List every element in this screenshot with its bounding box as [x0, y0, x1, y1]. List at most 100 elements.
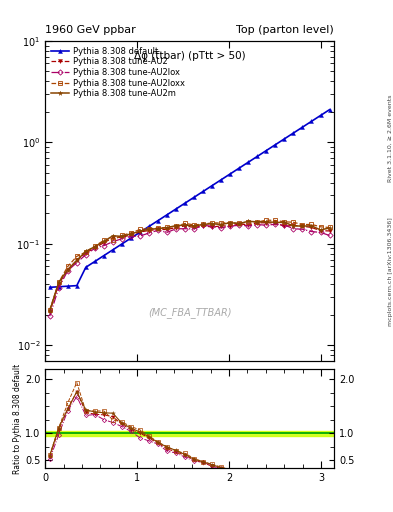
Pythia 8.308 tune-AU2	[174, 224, 178, 230]
Pythia 8.308 tune-AU2lox	[129, 233, 133, 240]
Pythia 8.308 tune-AU2	[110, 235, 115, 241]
Pythia 8.308 default	[165, 211, 169, 218]
Pythia 8.308 tune-AU2loxx	[300, 222, 305, 228]
Pythia 8.308 default	[282, 136, 287, 142]
Pythia 8.308 tune-AU2m	[255, 219, 260, 225]
Line: Pythia 8.308 tune-AU2m: Pythia 8.308 tune-AU2m	[47, 219, 332, 313]
Pythia 8.308 tune-AU2	[273, 220, 278, 226]
Pythia 8.308 tune-AU2m	[138, 228, 142, 234]
Pythia 8.308 tune-AU2	[156, 226, 160, 232]
Pythia 8.308 tune-AU2	[101, 240, 106, 246]
Pythia 8.308 tune-AU2	[192, 224, 196, 230]
Pythia 8.308 default	[300, 124, 305, 130]
Pythia 8.308 tune-AU2loxx	[219, 220, 224, 226]
Pythia 8.308 tune-AU2loxx	[65, 263, 70, 269]
Bar	[45, 431, 334, 436]
Pythia 8.308 tune-AU2lox	[74, 260, 79, 266]
Pythia 8.308 tune-AU2lox	[201, 222, 206, 228]
Pythia 8.308 tune-AU2m	[65, 267, 70, 273]
Pythia 8.308 tune-AU2lox	[264, 222, 269, 228]
Pythia 8.308 tune-AU2	[264, 220, 269, 226]
Pythia 8.308 tune-AU2	[56, 281, 61, 287]
Pythia 8.308 tune-AU2m	[300, 223, 305, 229]
Pythia 8.308 tune-AU2	[309, 224, 314, 230]
Pythia 8.308 tune-AU2loxx	[92, 243, 97, 249]
Pythia 8.308 tune-AU2loxx	[110, 237, 115, 243]
Pythia 8.308 default	[237, 165, 242, 171]
Pythia 8.308 tune-AU2	[83, 250, 88, 256]
Pythia 8.308 tune-AU2loxx	[309, 221, 314, 227]
Text: mcplots.cern.ch [arXiv:1306.3436]: mcplots.cern.ch [arXiv:1306.3436]	[388, 217, 393, 326]
Pythia 8.308 tune-AU2loxx	[210, 220, 215, 226]
Pythia 8.308 tune-AU2m	[246, 218, 251, 224]
Pythia 8.308 tune-AU2	[291, 222, 296, 228]
Pythia 8.308 tune-AU2	[282, 223, 287, 229]
Pythia 8.308 default	[101, 252, 106, 259]
Pythia 8.308 tune-AU2	[65, 267, 70, 273]
Pythia 8.308 tune-AU2m	[210, 221, 215, 227]
Pythia 8.308 tune-AU2lox	[246, 223, 251, 229]
Pythia 8.308 tune-AU2loxx	[228, 220, 233, 226]
Pythia 8.308 tune-AU2m	[237, 221, 242, 227]
Pythia 8.308 tune-AU2lox	[228, 223, 233, 229]
Pythia 8.308 tune-AU2lox	[210, 223, 215, 229]
Pythia 8.308 tune-AU2m	[110, 233, 115, 239]
Pythia 8.308 tune-AU2m	[47, 308, 52, 314]
Pythia 8.308 default	[74, 283, 79, 289]
Pythia 8.308 default	[56, 284, 61, 290]
Pythia 8.308 tune-AU2loxx	[129, 230, 133, 236]
Pythia 8.308 tune-AU2loxx	[101, 237, 106, 243]
Pythia 8.308 tune-AU2loxx	[273, 218, 278, 224]
Pythia 8.308 tune-AU2lox	[110, 239, 115, 245]
Pythia 8.308 tune-AU2loxx	[201, 221, 206, 227]
Pythia 8.308 default	[309, 118, 314, 124]
Pythia 8.308 tune-AU2loxx	[255, 219, 260, 225]
Pythia 8.308 tune-AU2lox	[282, 222, 287, 228]
Pythia 8.308 tune-AU2loxx	[192, 222, 196, 228]
Pythia 8.308 tune-AU2	[246, 222, 251, 228]
Pythia 8.308 default	[273, 142, 278, 148]
Pythia 8.308 tune-AU2m	[83, 248, 88, 254]
Pythia 8.308 tune-AU2loxx	[183, 220, 187, 226]
Pythia 8.308 tune-AU2m	[264, 219, 269, 225]
Text: Top (parton level): Top (parton level)	[236, 25, 334, 35]
Text: 1960 GeV ppbar: 1960 GeV ppbar	[45, 25, 136, 35]
Pythia 8.308 default	[327, 106, 332, 113]
Pythia 8.308 tune-AU2	[129, 232, 133, 238]
Pythia 8.308 tune-AU2	[318, 228, 323, 234]
Pythia 8.308 tune-AU2lox	[255, 222, 260, 228]
Pythia 8.308 tune-AU2m	[318, 227, 323, 233]
Text: Rivet 3.1.10, ≥ 2.6M events: Rivet 3.1.10, ≥ 2.6M events	[388, 95, 393, 182]
Pythia 8.308 tune-AU2lox	[291, 226, 296, 232]
Y-axis label: Ratio to Pythia 8.308 default: Ratio to Pythia 8.308 default	[13, 364, 22, 474]
Pythia 8.308 tune-AU2	[228, 223, 233, 229]
Pythia 8.308 tune-AU2m	[129, 231, 133, 237]
Pythia 8.308 tune-AU2lox	[219, 225, 224, 231]
Pythia 8.308 tune-AU2	[237, 221, 242, 227]
Pythia 8.308 tune-AU2m	[273, 219, 278, 225]
Pythia 8.308 tune-AU2	[327, 228, 332, 234]
Pythia 8.308 tune-AU2lox	[183, 226, 187, 232]
Pythia 8.308 default	[246, 159, 251, 165]
Pythia 8.308 tune-AU2loxx	[119, 232, 124, 239]
Pythia 8.308 tune-AU2loxx	[264, 217, 269, 223]
Pythia 8.308 tune-AU2lox	[138, 233, 142, 239]
Pythia 8.308 tune-AU2lox	[92, 245, 97, 251]
Pythia 8.308 tune-AU2m	[156, 226, 160, 232]
Line: Pythia 8.308 tune-AU2lox: Pythia 8.308 tune-AU2lox	[48, 222, 331, 318]
Pythia 8.308 tune-AU2m	[219, 222, 224, 228]
Pythia 8.308 tune-AU2m	[282, 219, 287, 225]
Pythia 8.308 default	[183, 200, 187, 206]
Pythia 8.308 tune-AU2loxx	[291, 219, 296, 225]
Pythia 8.308 tune-AU2m	[201, 221, 206, 227]
Pythia 8.308 default	[83, 264, 88, 270]
Line: Pythia 8.308 tune-AU2loxx: Pythia 8.308 tune-AU2loxx	[48, 218, 331, 312]
Pythia 8.308 default	[201, 188, 206, 195]
Pythia 8.308 tune-AU2loxx	[74, 253, 79, 260]
Pythia 8.308 tune-AU2	[210, 224, 215, 230]
Pythia 8.308 tune-AU2lox	[327, 232, 332, 239]
Pythia 8.308 default	[119, 241, 124, 247]
Pythia 8.308 tune-AU2loxx	[138, 226, 142, 232]
Pythia 8.308 tune-AU2loxx	[83, 249, 88, 255]
Pythia 8.308 default	[156, 218, 160, 224]
